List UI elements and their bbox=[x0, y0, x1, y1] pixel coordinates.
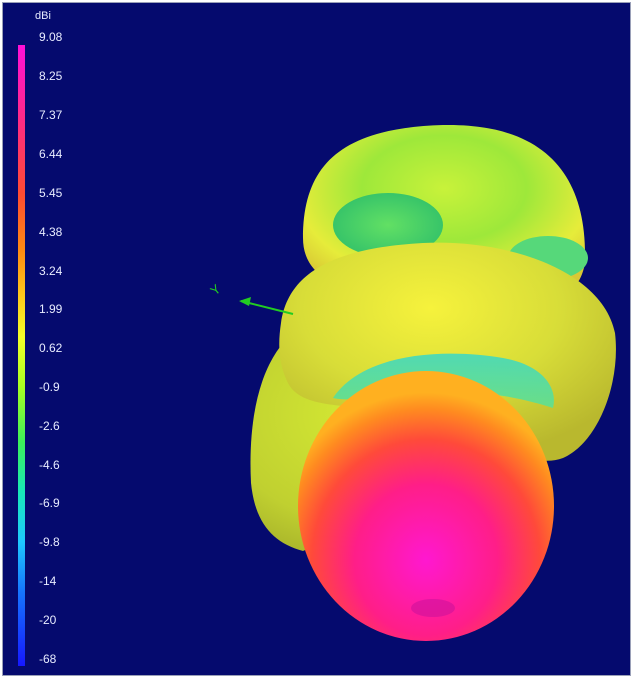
y-axis-arrowhead bbox=[239, 297, 251, 306]
colorbar-tick: 5.45 bbox=[39, 186, 63, 200]
colorbar-tick: 3.24 bbox=[39, 264, 63, 278]
back-lobe-inner bbox=[333, 193, 443, 257]
y-axis-line bbox=[240, 300, 294, 315]
colorbar-tick: 7.37 bbox=[39, 108, 63, 122]
legend-unit-label: dBi bbox=[35, 10, 51, 22]
colorbar-tick: -20 bbox=[39, 613, 57, 627]
3d-radiation-pattern[interactable]: Y bbox=[3, 3, 630, 675]
colorbar-tick: -2.6 bbox=[39, 419, 60, 433]
colorbar-tick: 0.62 bbox=[39, 341, 63, 355]
main-lobe-dimple bbox=[411, 599, 455, 617]
colorbar-tick: 9.08 bbox=[39, 30, 63, 44]
colorbar-tick: 4.38 bbox=[39, 225, 63, 239]
main-lobe bbox=[298, 371, 554, 641]
colorbar-tick: 8.25 bbox=[39, 69, 63, 83]
gain-colorbar bbox=[18, 45, 25, 666]
colorbar-tick: 1.99 bbox=[39, 302, 63, 316]
colorbar-tick: -0.9 bbox=[39, 380, 60, 394]
colorbar-tick: -14 bbox=[39, 574, 57, 588]
colorbar-tick: -4.6 bbox=[39, 458, 60, 472]
colorbar-tick: 6.44 bbox=[39, 147, 63, 161]
colorbar-tick: -6.9 bbox=[39, 496, 60, 510]
y-axis-label: Y bbox=[207, 281, 224, 298]
colorbar-tick: -68 bbox=[39, 652, 57, 666]
colorbar-tick: -9.8 bbox=[39, 535, 60, 549]
